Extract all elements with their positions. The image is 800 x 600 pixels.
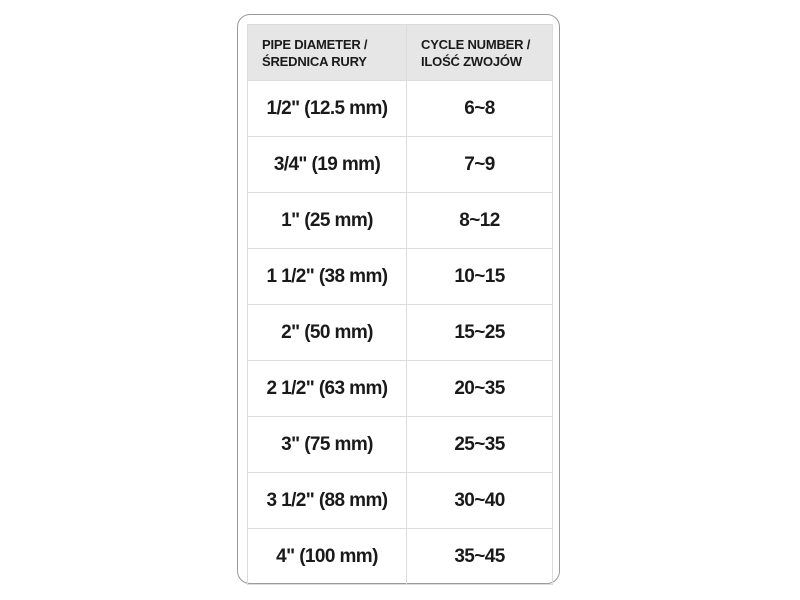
cell-diameter: 2 1/2" (63 mm) (247, 360, 407, 417)
table-row: 1" (25 mm) 8~12 (247, 192, 553, 249)
cell-cycles: 8~12 (406, 192, 553, 249)
cell-diameter: 1" (25 mm) (247, 192, 407, 249)
cell-diameter: 3" (75 mm) (247, 416, 407, 473)
cell-cycles: 6~8 (406, 80, 553, 137)
cell-cycles: 10~15 (406, 248, 553, 305)
table-row: 3/4" (19 mm) 7~9 (247, 136, 553, 193)
header-row: PIPE DIAMETER / ŚREDNICA RURY CYCLE NUMBE… (247, 24, 553, 81)
header-pipe-diameter: PIPE DIAMETER / ŚREDNICA RURY (247, 24, 407, 81)
cell-diameter: 2" (50 mm) (247, 304, 407, 361)
cell-diameter: 4" (100 mm) (247, 528, 407, 585)
header-cycle-number: CYCLE NUMBER / ILOŚĆ ZWOJÓW (406, 24, 553, 81)
header-line: CYCLE NUMBER / (421, 36, 531, 52)
table-row: 2" (50 mm) 15~25 (247, 304, 553, 361)
cell-cycles: 20~35 (406, 360, 553, 417)
table-row: 3" (75 mm) 25~35 (247, 416, 553, 473)
cell-cycles: 15~25 (406, 304, 553, 361)
cell-cycles: 7~9 (406, 136, 553, 193)
pipe-cycle-table: PIPE DIAMETER / ŚREDNICA RURY CYCLE NUMBE… (247, 24, 553, 585)
cell-cycles: 35~45 (406, 528, 553, 585)
table-row: 2 1/2" (63 mm) 20~35 (247, 360, 553, 417)
cell-diameter: 1 1/2" (38 mm) (247, 248, 407, 305)
cell-cycles: 25~35 (406, 416, 553, 473)
cell-cycles: 30~40 (406, 472, 553, 529)
header-line: ŚREDNICA RURY (262, 53, 367, 69)
cell-diameter: 3 1/2" (88 mm) (247, 472, 407, 529)
table-row: 1 1/2" (38 mm) 10~15 (247, 248, 553, 305)
header-line: PIPE DIAMETER / (262, 36, 368, 52)
header-line: ILOŚĆ ZWOJÓW (421, 53, 522, 69)
cell-diameter: 1/2" (12.5 mm) (247, 80, 407, 137)
cell-diameter: 3/4" (19 mm) (247, 136, 407, 193)
table-row: 1/2" (12.5 mm) 6~8 (247, 80, 553, 137)
table-row: 3 1/2" (88 mm) 30~40 (247, 472, 553, 529)
table-row: 4" (100 mm) 35~45 (247, 528, 553, 585)
